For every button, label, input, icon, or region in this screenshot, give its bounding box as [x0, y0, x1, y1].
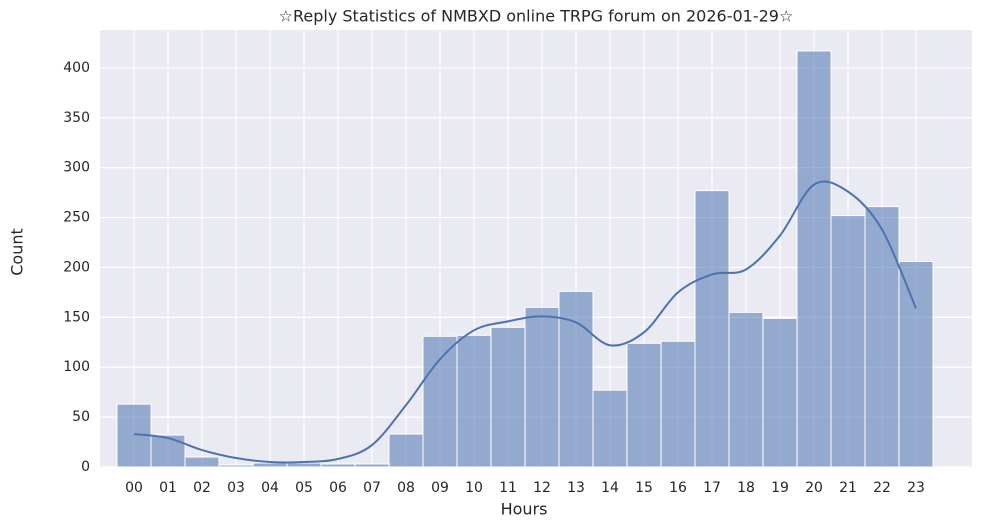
- x-tick-label: 15: [635, 480, 653, 496]
- kde-line: [133, 180, 917, 464]
- y-tick-label: 300: [63, 160, 90, 176]
- y-tick-label: 200: [63, 259, 90, 275]
- bar: [660, 340, 696, 468]
- bar: [490, 326, 526, 468]
- x-tick-label: 00: [125, 480, 143, 496]
- bar: [252, 462, 288, 468]
- x-tick-label: 12: [533, 480, 551, 496]
- x-tick-label: 17: [703, 480, 721, 496]
- x-tick-label: 03: [227, 480, 245, 496]
- y-tick-label: 350: [63, 110, 90, 126]
- bar: [592, 389, 628, 468]
- bar: [762, 317, 798, 468]
- x-tick-label: 08: [397, 480, 415, 496]
- bar: [830, 215, 866, 468]
- bar: [626, 342, 662, 468]
- x-tick-label: 13: [567, 480, 585, 496]
- y-tick-label: 400: [63, 60, 90, 76]
- bar: [422, 335, 458, 468]
- x-axis-label: Hours: [501, 500, 548, 519]
- x-tick-label: 05: [295, 480, 313, 496]
- x-tick-label: 07: [363, 480, 381, 496]
- x-tick-label: 23: [907, 480, 925, 496]
- y-tick-label: 100: [63, 359, 90, 375]
- bar: [320, 463, 356, 468]
- bar: [898, 260, 934, 468]
- bar: [388, 433, 424, 468]
- bar: [218, 464, 254, 468]
- bar: [184, 456, 220, 468]
- x-tick-label: 01: [159, 480, 177, 496]
- y-axis-label: Count: [8, 228, 27, 276]
- bar: [864, 206, 900, 468]
- chart-title: ☆Reply Statistics of NMBXD online TRPG f…: [279, 7, 794, 26]
- x-tick-label: 09: [431, 480, 449, 496]
- x-tick-label: 21: [839, 480, 857, 496]
- x-tick-label: 11: [499, 480, 517, 496]
- y-tick-label: 0: [81, 459, 90, 475]
- x-tick-label: 16: [669, 480, 687, 496]
- x-tick-label: 02: [193, 480, 211, 496]
- bar: [150, 434, 186, 468]
- bar: [796, 50, 832, 468]
- bar: [558, 290, 594, 468]
- bar: [456, 334, 492, 468]
- x-tick-label: 06: [329, 480, 347, 496]
- x-tick-label: 19: [771, 480, 789, 496]
- bar: [694, 190, 730, 468]
- x-tick-label: 14: [601, 480, 619, 496]
- y-tick-label: 150: [63, 309, 90, 325]
- x-tick-label: 22: [873, 480, 891, 496]
- bar: [524, 306, 560, 468]
- bar: [354, 463, 390, 468]
- x-tick-label: 20: [805, 480, 823, 496]
- x-tick-label: 18: [737, 480, 755, 496]
- x-tick-label: 04: [261, 480, 279, 496]
- bar: [728, 311, 764, 468]
- x-tick-label: 10: [465, 480, 483, 496]
- bar: [286, 462, 322, 468]
- y-tick-label: 50: [72, 409, 90, 425]
- y-tick-label: 250: [63, 210, 90, 226]
